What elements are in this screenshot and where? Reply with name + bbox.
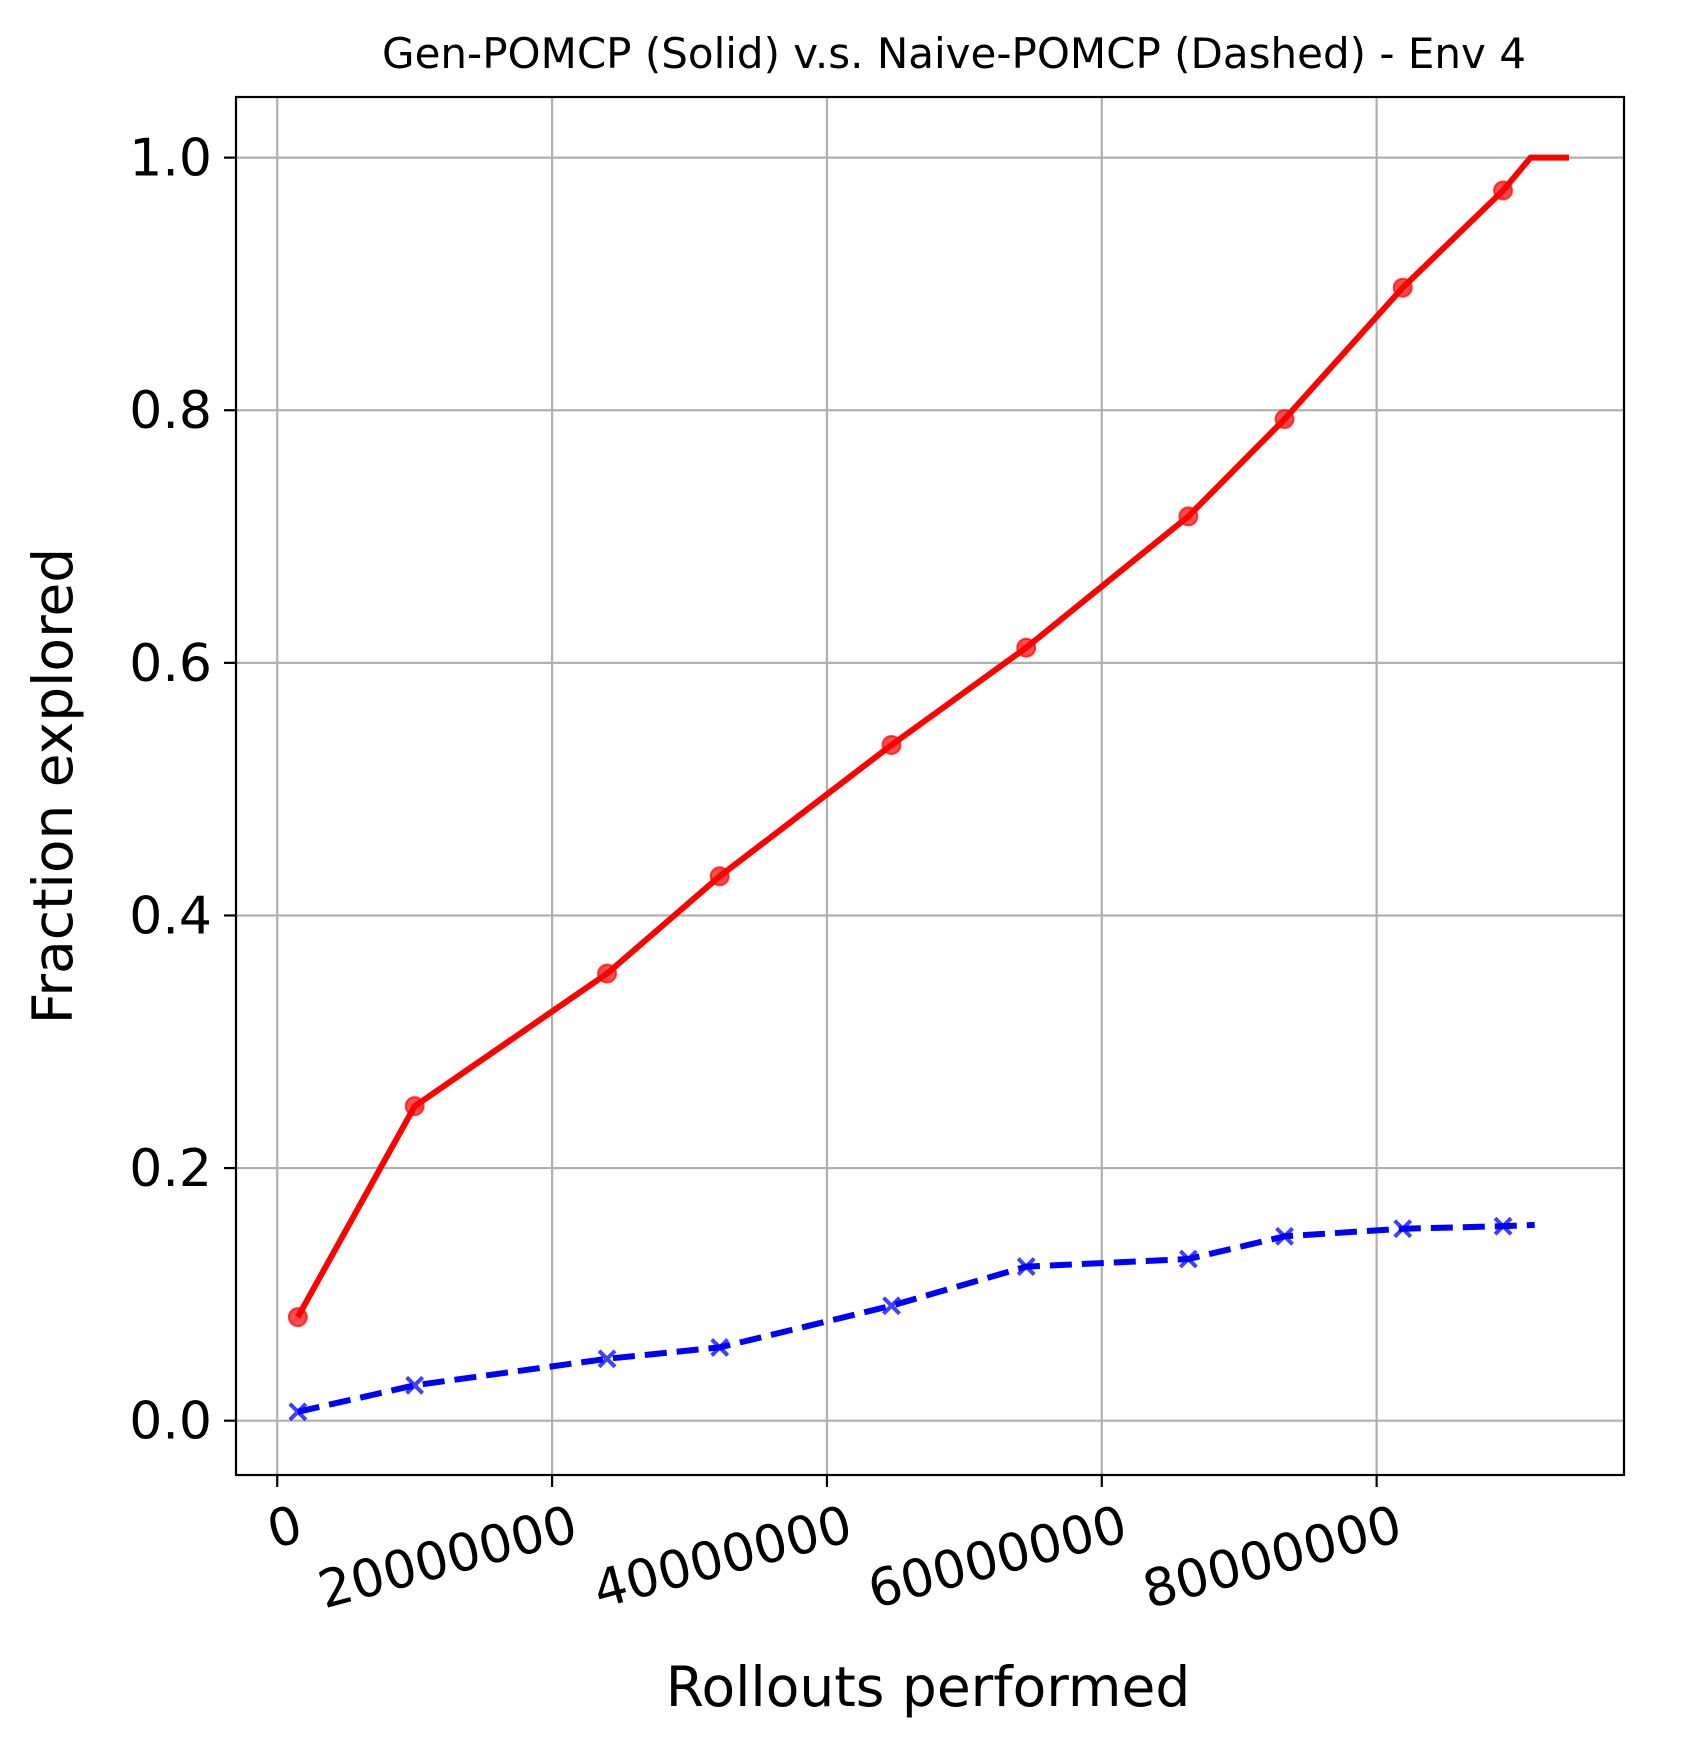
y-tick-label: 1.0: [129, 129, 212, 189]
data-point: [881, 734, 902, 755]
data-point: [1178, 1249, 1198, 1269]
data-point: [597, 963, 618, 984]
data-point: [1392, 277, 1413, 298]
data-point: [1493, 1216, 1513, 1236]
y-tick-label: 0.6: [129, 634, 212, 694]
y-tick-label: 0.0: [129, 1392, 212, 1452]
data-point: [405, 1375, 425, 1395]
y-tick-label: 0.4: [129, 886, 212, 946]
data-point: [1016, 637, 1037, 658]
data-point: [288, 1402, 308, 1422]
data-point: [710, 1338, 730, 1357]
data-point: [709, 866, 730, 887]
series-gen-pomcp: [287, 154, 1569, 1328]
data-point: [1016, 1257, 1036, 1277]
series-layer: [287, 154, 1569, 1422]
data-point: [1178, 506, 1199, 527]
data-point: [1275, 1226, 1294, 1246]
plot-frame: [234, 95, 1626, 1477]
data-point: [597, 1349, 617, 1369]
series-naive-pomcp: [288, 1216, 1535, 1422]
y-tick-label: 0.2: [129, 1139, 212, 1199]
chart-title: Gen-POMCP (Solid) v.s. Naive-POMCP (Dash…: [382, 29, 1526, 78]
data-point: [1393, 1219, 1413, 1239]
y-tick-label: 0.8: [129, 381, 212, 441]
grid: [236, 97, 1624, 1475]
data-point: [404, 1096, 425, 1117]
data-point: [882, 1296, 901, 1316]
x-axis-label: Rollouts performed: [666, 1655, 1191, 1719]
data-point: [1274, 409, 1295, 430]
y-axis-label: Fraction explored: [21, 548, 85, 1024]
data-point: [287, 1307, 308, 1328]
data-point: [1493, 180, 1514, 201]
